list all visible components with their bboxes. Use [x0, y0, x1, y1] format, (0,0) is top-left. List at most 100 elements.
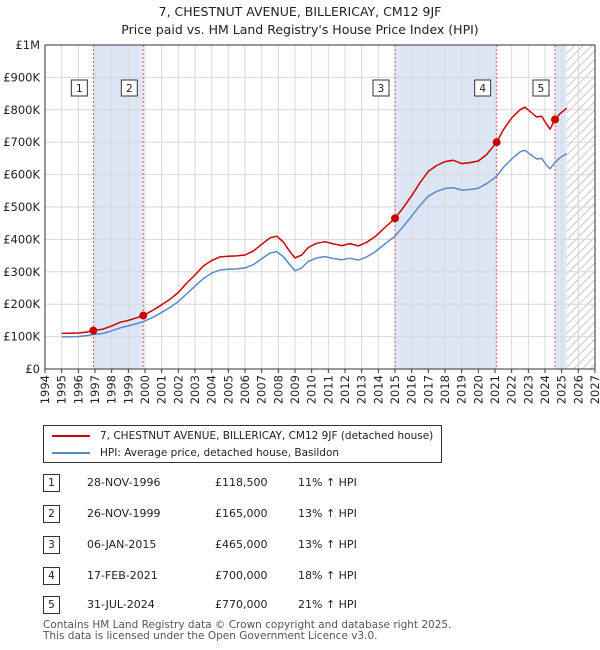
y-tick-label: £300K: [3, 265, 40, 279]
x-tick-label: 1998: [105, 375, 119, 404]
table-row: 2 26-NOV-1999 £165,000 13% ↑ HPI: [43, 505, 443, 523]
table-row: 4 17-FEB-2021 £700,000 18% ↑ HPI: [43, 567, 443, 585]
transaction-number: 3: [43, 536, 60, 554]
sale-label: 2: [126, 83, 133, 95]
x-tick-label: 1994: [38, 375, 52, 404]
series-line-price: [61, 106, 568, 335]
x-tick-label: 2027: [588, 375, 600, 404]
legend-swatch-hpi: [52, 452, 90, 454]
legend-label-hpi: HPI: Average price, detached house, Basi…: [100, 447, 340, 459]
y-tick-label: £400K: [3, 232, 40, 246]
sale-label: 5: [538, 83, 545, 95]
y-tick-label: £700K: [3, 135, 40, 149]
x-tick-label: 2009: [288, 375, 302, 404]
x-tick-label: 2016: [405, 375, 419, 404]
y-tick-label: £900K: [3, 70, 40, 84]
legend-label-price: 7, CHESTNUT AVENUE, BILLERICAY, CM12 9JF…: [100, 430, 434, 442]
transaction-price: £118,500: [215, 476, 268, 489]
y-tick-label: £800K: [3, 103, 40, 117]
x-tick-label: 2005: [221, 375, 235, 404]
x-tick-label: 2013: [355, 375, 369, 404]
sale-label-box: [532, 79, 550, 97]
sale-label-box: [120, 79, 138, 97]
y-tick-label: £600K: [3, 168, 40, 182]
transaction-hpi: 11% ↑ HPI: [298, 476, 357, 489]
chart-title: 7, CHESTNUT AVENUE, BILLERICAY, CM12 9JF: [158, 4, 442, 19]
x-tick-label: 2018: [438, 375, 452, 404]
x-tick-label: 1996: [71, 375, 85, 404]
transaction-hpi: 21% ↑ HPI: [298, 598, 357, 611]
transaction-hpi: 13% ↑ HPI: [298, 538, 357, 551]
x-tick-label: 2015: [388, 375, 402, 404]
y-tick-label: £100K: [3, 330, 40, 344]
x-tick-label: 1995: [55, 375, 69, 404]
x-tick-label: 2007: [255, 375, 269, 404]
transaction-hpi: 13% ↑ HPI: [298, 507, 357, 520]
x-tick-label: 2022: [505, 375, 519, 404]
x-tick-label: 1999: [121, 375, 135, 404]
x-tick-label: 2003: [188, 375, 202, 404]
transaction-date: 06-JAN-2015: [87, 538, 157, 551]
y-tick-label: £500K: [3, 200, 40, 214]
x-tick-label: 2024: [538, 375, 552, 404]
legend-item-price: 7, CHESTNUT AVENUE, BILLERICAY, CM12 9JF…: [52, 428, 433, 444]
sale-label-box: [372, 79, 390, 97]
x-tick-label: 2012: [338, 375, 352, 404]
x-tick-label: 2020: [471, 375, 485, 404]
footer-copyright: Contains HM Land Registry data © Crown c…: [43, 619, 452, 631]
legend-item-hpi: HPI: Average price, detached house, Basi…: [52, 445, 339, 461]
x-tick-label: 1997: [88, 375, 102, 404]
y-tick-label: £0: [25, 362, 40, 376]
x-tick-label: 2010: [305, 375, 319, 404]
transaction-number: 4: [43, 567, 60, 585]
plot-border: [44, 44, 596, 370]
legend-swatch-price: [52, 435, 90, 437]
sale-point: [391, 214, 399, 223]
series-line-hpi: [61, 149, 568, 338]
chart-subtitle: Price paid vs. HM Land Registry's House …: [121, 22, 479, 37]
sale-label: 3: [378, 83, 385, 95]
sale-point: [139, 311, 148, 320]
transaction-number: 5: [43, 596, 60, 614]
x-tick-label: 2025: [555, 375, 569, 404]
sale-label-box: [70, 79, 88, 97]
x-tick-label: 2006: [238, 375, 252, 404]
x-tick-label: 2019: [455, 375, 469, 404]
sale-point: [89, 326, 98, 335]
price-chart: 1 2 3 4 5 £0 £100K £200K £300K £400K £500K £600K £70…: [3, 38, 600, 404]
x-tick-label: 2002: [171, 375, 185, 404]
sale-label: 1: [76, 83, 83, 95]
x-tick-label: 2014: [371, 375, 385, 404]
y-tick-label: £200K: [3, 297, 40, 311]
sale-label-box: [474, 79, 492, 97]
x-tick-label: 2023: [521, 375, 535, 404]
x-tick-label: 2011: [321, 375, 335, 404]
transaction-price: £165,000: [215, 507, 268, 520]
sale-point: [551, 115, 559, 124]
transaction-number: 1: [43, 474, 60, 492]
x-tick-label: 2004: [205, 375, 219, 404]
x-tick-label: 2001: [155, 375, 169, 404]
transaction-date: 31-JUL-2024: [87, 598, 155, 611]
sale-point: [492, 138, 501, 147]
transaction-price: £770,000: [215, 598, 268, 611]
table-row: 3 06-JAN-2015 £465,000 13% ↑ HPI: [43, 536, 443, 554]
y-tick-label: £1M: [15, 38, 40, 52]
transaction-hpi: 18% ↑ HPI: [298, 569, 357, 582]
transaction-date: 28-NOV-1996: [87, 476, 161, 489]
chart-legend: 7, CHESTNUT AVENUE, BILLERICAY, CM12 9JF…: [43, 425, 442, 463]
x-tick-label: 2021: [488, 375, 502, 404]
x-tick-label: 2000: [138, 375, 152, 404]
table-row: 1 28-NOV-1996 £118,500 11% ↑ HPI: [43, 474, 443, 492]
table-row: 5 31-JUL-2024 £770,000 21% ↑ HPI: [43, 596, 443, 614]
x-tick-label: 2017: [421, 375, 435, 404]
sale-label: 4: [479, 83, 486, 95]
footer: Contains HM Land Registry data © Crown c…: [43, 620, 451, 642]
transaction-number: 2: [43, 505, 60, 523]
transaction-price: £465,000: [215, 538, 268, 551]
footer-licence: This data is licensed under the Open Gov…: [43, 630, 378, 642]
transaction-price: £700,000: [215, 569, 268, 582]
x-tick-label: 2026: [571, 375, 585, 404]
transaction-date: 17-FEB-2021: [87, 569, 158, 582]
transaction-date: 26-NOV-1999: [87, 507, 161, 520]
